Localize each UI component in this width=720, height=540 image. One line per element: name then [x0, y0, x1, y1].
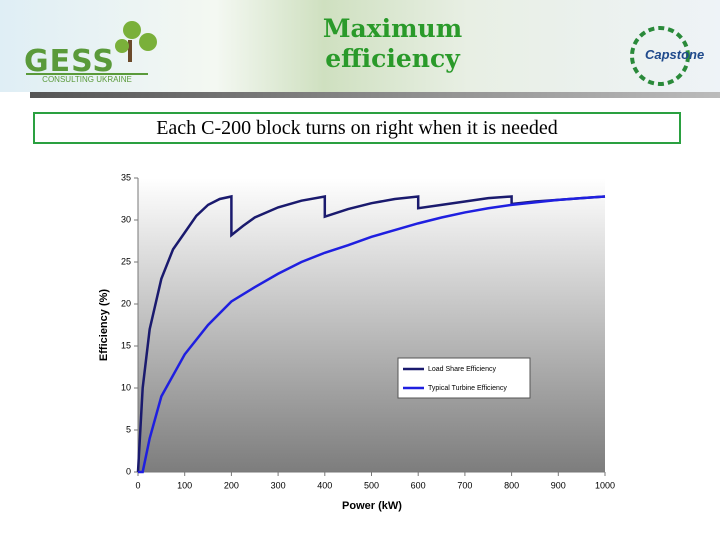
legend-label: Load Share Efficiency — [428, 366, 496, 373]
y-tick-label: 35 — [121, 172, 131, 182]
slide-title: Maximum efficiency — [322, 14, 463, 73]
x-axis-label: Power (kW) — [342, 500, 402, 512]
capstone-icon — [630, 26, 690, 86]
y-tick-label: 5 — [126, 424, 131, 434]
series-line — [138, 195, 606, 474]
x-tick-label: 500 — [364, 480, 379, 490]
y-tick-label: 25 — [121, 256, 131, 266]
y-tick-label: 10 — [121, 382, 131, 392]
x-tick-label: 900 — [551, 480, 566, 490]
x-tick-label: 100 — [177, 480, 192, 490]
legend-box — [397, 357, 531, 399]
x-tick-label: 300 — [271, 480, 286, 490]
x-tick-label: 1000 — [595, 480, 615, 490]
x-tick-label: 600 — [411, 480, 426, 490]
y-tick-label: 30 — [121, 214, 131, 224]
y-tick-label: 20 — [121, 298, 131, 308]
tree-icon — [115, 21, 157, 62]
logo-left-sub: CONSULTING UKRAINE — [26, 73, 148, 84]
series-line — [136, 194, 606, 473]
subtitle: Each C-200 block turns on right when it … — [33, 112, 681, 144]
logo-right: Capstone — [645, 47, 705, 62]
y-tick-label: 15 — [121, 340, 131, 350]
x-tick-label: 400 — [317, 480, 332, 490]
x-tick-label: 200 — [224, 480, 239, 490]
x-tick-label: 800 — [504, 480, 519, 490]
y-axis-label: Efficiency (%) — [98, 289, 110, 361]
y-tick-label: 0 — [126, 466, 131, 476]
logos — [115, 21, 690, 86]
divider — [30, 92, 720, 98]
legend-label: Typical Turbine Efficiency — [428, 385, 507, 392]
x-tick-label: 0 — [135, 480, 140, 490]
x-tick-label: 700 — [457, 480, 472, 490]
plot-area — [138, 178, 605, 472]
